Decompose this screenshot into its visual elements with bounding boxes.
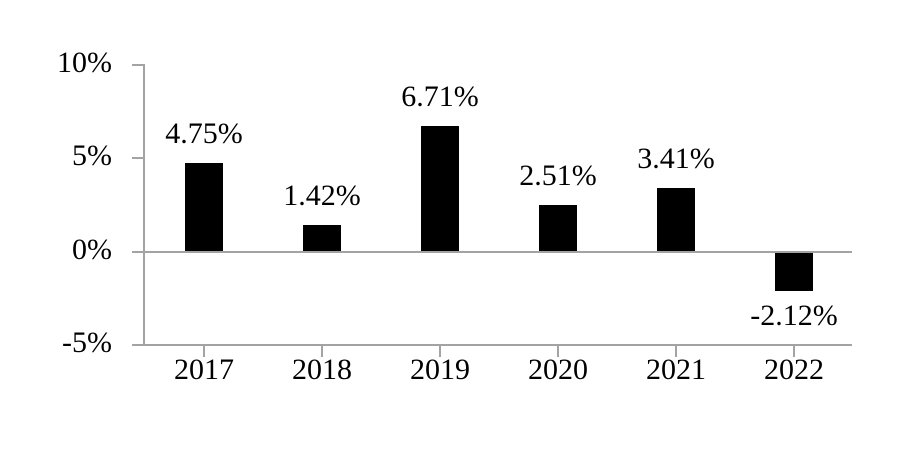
y-tick-label: 5% (72, 139, 112, 172)
bar (539, 205, 577, 253)
bar-value-label: 2.51% (519, 159, 597, 192)
bar-value-label: -2.12% (750, 299, 838, 332)
y-axis-line (143, 64, 145, 346)
bar-value-label: 4.75% (165, 117, 243, 150)
bar (185, 163, 223, 253)
y-tick-label: 10% (57, 46, 112, 79)
y-tick (132, 251, 143, 253)
zero-gridline (143, 251, 852, 253)
x-category-label: 2022 (764, 353, 824, 386)
x-tick (675, 345, 677, 357)
x-axis-line (133, 344, 852, 346)
y-tick-label: -5% (62, 326, 112, 359)
bar (303, 225, 341, 253)
x-tick (793, 345, 795, 357)
x-tick (439, 345, 441, 357)
x-tick (321, 345, 323, 357)
bar (775, 251, 813, 291)
x-tick (557, 345, 559, 357)
y-tick (132, 64, 143, 66)
bar-value-label: 1.42% (283, 179, 361, 212)
x-category-label: 2018 (292, 353, 352, 386)
x-category-label: 2017 (174, 353, 234, 386)
bar-value-label: 6.71% (401, 80, 479, 113)
y-tick (132, 157, 143, 159)
x-tick (203, 345, 205, 357)
x-category-label: 2021 (646, 353, 706, 386)
x-category-label: 2020 (528, 353, 588, 386)
x-category-label: 2019 (410, 353, 470, 386)
y-tick-label: 0% (72, 233, 112, 266)
bar (657, 188, 695, 253)
bar-value-label: 3.41% (637, 142, 715, 175)
bar (421, 126, 459, 253)
